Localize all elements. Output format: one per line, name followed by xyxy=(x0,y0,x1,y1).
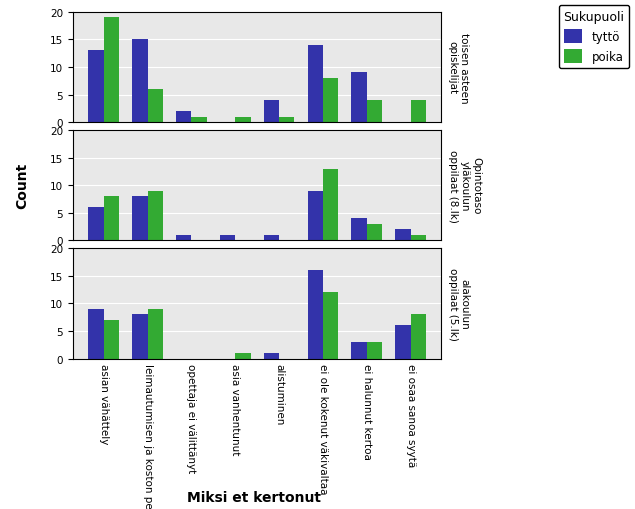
Bar xyxy=(351,219,367,241)
Legend: tyttö, poika: tyttö, poika xyxy=(559,6,629,69)
Bar xyxy=(395,326,411,359)
Bar xyxy=(411,315,426,359)
Bar xyxy=(307,46,323,123)
Bar xyxy=(264,235,279,241)
Bar xyxy=(176,112,191,123)
Text: Opintotaso
yläkoulun
oppilaat (8.lk): Opintotaso yläkoulun oppilaat (8.lk) xyxy=(448,150,481,222)
Text: Miksi et kertonut: Miksi et kertonut xyxy=(187,490,321,504)
Bar xyxy=(235,118,251,123)
Bar xyxy=(323,293,338,359)
Bar xyxy=(132,315,147,359)
Bar xyxy=(147,191,163,241)
Bar xyxy=(367,101,382,123)
Bar xyxy=(307,271,323,359)
Bar xyxy=(132,40,147,123)
Bar xyxy=(88,208,104,241)
Bar xyxy=(147,90,163,123)
Text: toisen asteen
opiskelijat: toisen asteen opiskelijat xyxy=(448,33,469,103)
Bar xyxy=(323,79,338,123)
Bar xyxy=(351,73,367,123)
Bar xyxy=(264,101,279,123)
Bar xyxy=(367,343,382,359)
Bar xyxy=(367,224,382,241)
Bar xyxy=(104,18,119,123)
Bar xyxy=(220,235,235,241)
Bar xyxy=(351,343,367,359)
Bar xyxy=(279,118,295,123)
Bar xyxy=(104,320,119,359)
Bar xyxy=(323,169,338,241)
Bar xyxy=(395,230,411,241)
Bar xyxy=(147,309,163,359)
Bar xyxy=(132,197,147,241)
Bar xyxy=(235,353,251,359)
Bar xyxy=(264,353,279,359)
Bar xyxy=(88,51,104,123)
Bar xyxy=(307,191,323,241)
Text: alakoulun
oppilaat (5.lk): alakoulun oppilaat (5.lk) xyxy=(448,267,469,340)
Text: Count: Count xyxy=(15,163,29,209)
Bar xyxy=(191,118,207,123)
Bar xyxy=(411,101,426,123)
Bar xyxy=(104,197,119,241)
Bar xyxy=(88,309,104,359)
Bar xyxy=(176,235,191,241)
Bar xyxy=(411,235,426,241)
